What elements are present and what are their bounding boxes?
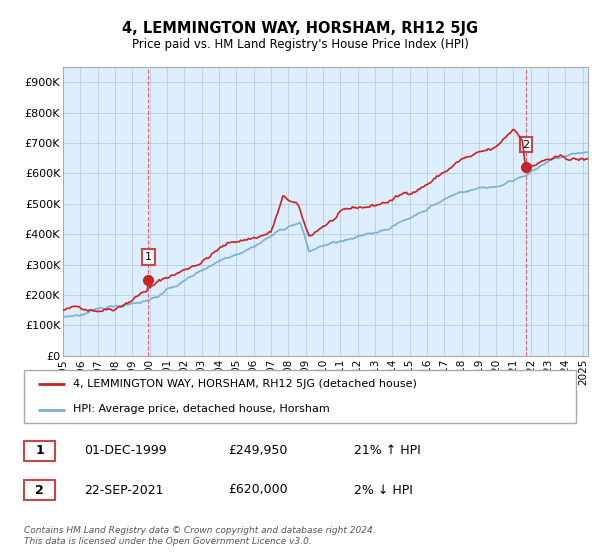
Text: 21% ↑ HPI: 21% ↑ HPI — [354, 444, 421, 458]
FancyBboxPatch shape — [24, 480, 55, 500]
Text: Price paid vs. HM Land Registry's House Price Index (HPI): Price paid vs. HM Land Registry's House … — [131, 38, 469, 51]
Text: £249,950: £249,950 — [228, 444, 287, 458]
FancyBboxPatch shape — [24, 370, 576, 423]
Text: £620,000: £620,000 — [228, 483, 287, 497]
Text: 1: 1 — [145, 252, 152, 262]
FancyBboxPatch shape — [24, 441, 55, 461]
Text: 2: 2 — [35, 483, 44, 497]
Text: 4, LEMMINGTON WAY, HORSHAM, RH12 5JG (detached house): 4, LEMMINGTON WAY, HORSHAM, RH12 5JG (de… — [73, 380, 416, 390]
Text: 2: 2 — [523, 139, 530, 150]
Text: 1: 1 — [35, 444, 44, 458]
Text: 2% ↓ HPI: 2% ↓ HPI — [354, 483, 413, 497]
Text: 01-DEC-1999: 01-DEC-1999 — [84, 444, 167, 458]
Text: Contains HM Land Registry data © Crown copyright and database right 2024.
This d: Contains HM Land Registry data © Crown c… — [24, 526, 376, 546]
Text: HPI: Average price, detached house, Horsham: HPI: Average price, detached house, Hors… — [73, 404, 329, 414]
Text: 22-SEP-2021: 22-SEP-2021 — [84, 483, 163, 497]
Text: 4, LEMMINGTON WAY, HORSHAM, RH12 5JG: 4, LEMMINGTON WAY, HORSHAM, RH12 5JG — [122, 21, 478, 36]
